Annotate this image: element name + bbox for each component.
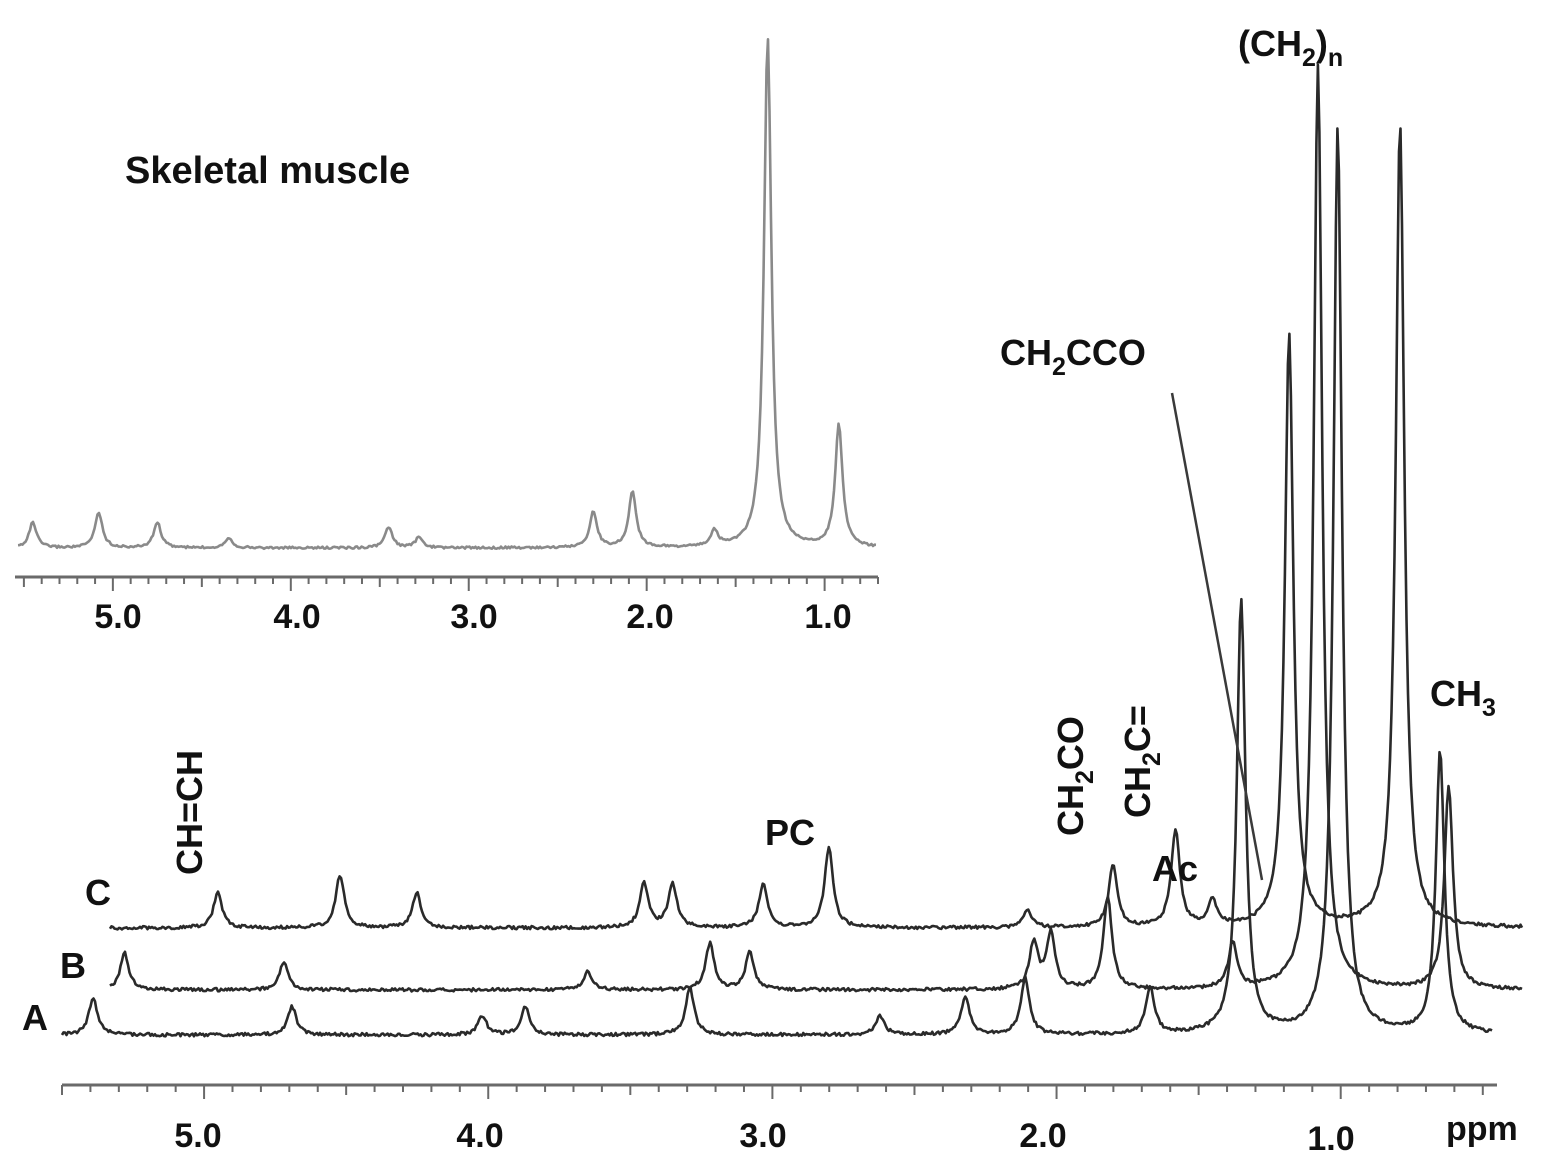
spectrum-line-a (60, 127, 1493, 1038)
peak-label-ch-ch: CH=CH (169, 750, 210, 875)
peak-label-pc: PC (765, 812, 815, 853)
trace-label-a: A (22, 997, 48, 1038)
inset-tick-label: 1.0 (804, 598, 851, 636)
main-tick-label: 4.0 (456, 1117, 503, 1155)
trace-label-b: B (60, 945, 86, 986)
inset-x-ticks (22, 577, 879, 591)
inset-tick-label: 5.0 (94, 598, 141, 636)
inset-tick-label: 4.0 (273, 598, 320, 636)
main-tick-label: 2.0 (1019, 1117, 1066, 1155)
main-tick-label: 1.0 (1307, 1120, 1354, 1158)
peak-label-ch2n: (CH2)n (1238, 23, 1343, 72)
peak-label-ch2c: CH2C= (1117, 705, 1166, 818)
inset-tick-label: 3.0 (450, 598, 497, 636)
inset-tick-label: 2.0 (626, 598, 673, 636)
peak-label-ch3: CH3 (1430, 673, 1496, 722)
inset-title: Skeletal muscle (125, 150, 410, 192)
spectrum-line-b (109, 63, 1523, 993)
trace-label-c: C (85, 872, 111, 913)
ch2cco-pointer-line (1170, 392, 1264, 881)
peak-label-ch2co: CH2CO (1050, 716, 1099, 836)
inset-trace-group (17, 38, 877, 551)
spectrum-line-c (108, 127, 1524, 931)
x-axis-unit: ppm (1446, 1110, 1518, 1148)
main-tick-label: 5.0 (174, 1117, 221, 1155)
main-chart: C B A 5.0 4.0 3.0 2.0 1.0 ppm (CH2)n CH2… (22, 23, 1524, 1158)
inset-chart: Skeletal muscle 5.0 4.0 3.0 2.0 1.0 (15, 38, 879, 636)
peak-label-ch2cco: CH2CCO (1000, 332, 1146, 381)
inset-spectrum-line (17, 38, 877, 551)
main-x-ticks (61, 1085, 1484, 1099)
main-trace-group (60, 63, 1524, 1038)
peak-label-ac: Ac (1152, 848, 1198, 889)
main-tick-label: 3.0 (739, 1117, 786, 1155)
